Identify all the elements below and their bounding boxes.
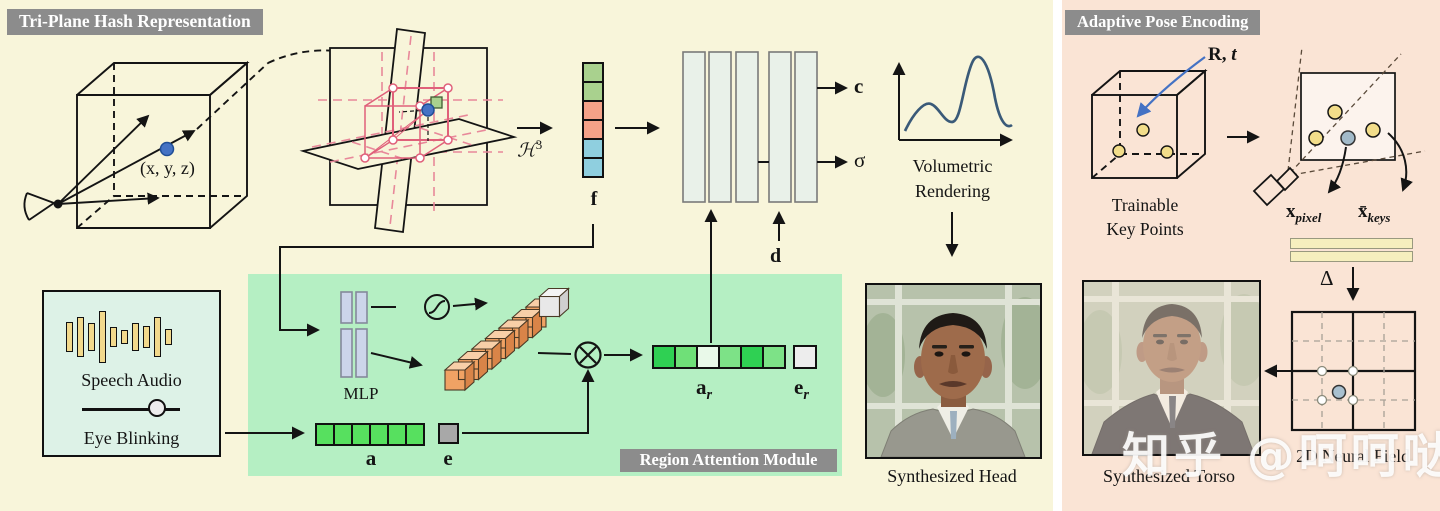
xkeys-label: x̄keys <box>1358 201 1391 225</box>
c-label: c <box>854 74 864 98</box>
mlp-label: MLP <box>343 384 379 403</box>
vector-ar <box>652 345 786 369</box>
xpixel-label: xpixel <box>1286 201 1322 225</box>
speech-audio-box: Speech Audio Eye Blinking <box>42 290 221 457</box>
torso-caption: Synthesized Torso <box>1103 466 1235 486</box>
head-caption: Synthesized Head <box>887 466 1017 486</box>
synthesized-torso-image <box>1078 280 1268 456</box>
e-label: e <box>443 446 453 470</box>
sigma-label: σ <box>854 148 866 172</box>
feature-vector-f <box>582 62 604 178</box>
pose-feature-bar-2 <box>1290 251 1413 262</box>
hash-label: ℋ3 <box>517 137 543 162</box>
a-label: a <box>365 446 377 470</box>
blink-slider-track <box>82 408 180 411</box>
rt-label: R, t <box>1208 44 1237 65</box>
blink-slider-knob <box>148 399 166 417</box>
volumetric-label-1: Volumetric <box>912 156 993 176</box>
trainable-label-2: Key Points <box>1106 219 1184 239</box>
f-label: f <box>590 188 598 210</box>
pose-feature-bar-1 <box>1290 238 1413 249</box>
volumetric-label-2: Rendering <box>915 181 990 201</box>
delta-label: Δ <box>1320 266 1334 290</box>
title-badge-right: Adaptive Pose Encoding <box>1065 10 1261 35</box>
d-label: d <box>770 245 782 267</box>
vector-e <box>438 423 459 444</box>
synthesized-head-image <box>861 283 1049 459</box>
vector-er <box>793 345 817 369</box>
er-label: er <box>794 375 809 404</box>
head-portrait <box>861 285 1049 458</box>
watermark: 知乎 @呵呵哒 <box>1122 428 1440 484</box>
ar-label: ar <box>696 375 713 404</box>
speech-audio-label: Speech Audio <box>81 370 182 390</box>
field-caption: 2D Neural Field <box>1296 446 1410 466</box>
audio-waveform-icon <box>66 308 202 366</box>
vector-a <box>315 423 425 446</box>
point-label: (x, y, z) <box>140 158 195 178</box>
region-module-badge: Region Attention Module <box>620 449 837 472</box>
title-badge-left: Tri-Plane Hash Representation <box>7 9 263 35</box>
trainable-label-1: Trainable <box>1111 195 1179 215</box>
torso-portrait <box>1078 282 1268 455</box>
eye-blinking-label: Eye Blinking <box>83 428 180 448</box>
